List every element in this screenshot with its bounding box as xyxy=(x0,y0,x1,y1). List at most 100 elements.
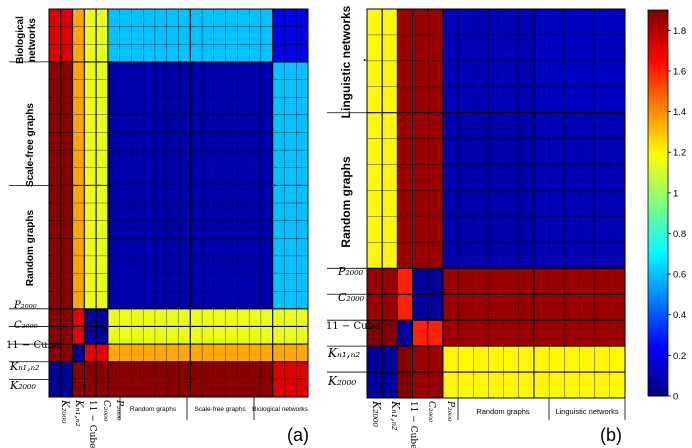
a-row-label-scale-free: Scale-free graphs xyxy=(25,103,36,187)
a-col-label-kn1n2: Kₙ₁,ₙ₂ xyxy=(73,399,84,427)
b-stray-mark: . xyxy=(363,50,366,64)
a-heatmap-cell xyxy=(60,291,74,310)
a-heatmap-cell xyxy=(213,61,227,81)
b-heatmap-cell xyxy=(488,371,505,399)
b-heatmap-cell xyxy=(503,345,520,373)
colorbar-segment xyxy=(648,100,668,104)
a-heatmap-cell xyxy=(225,291,238,310)
colorbar-segment xyxy=(648,344,668,349)
colorbar-segment xyxy=(648,286,668,291)
a-heatmap-cell xyxy=(107,273,121,292)
colorbar-segment xyxy=(648,373,668,378)
a-heatmap-cell xyxy=(201,167,215,186)
a-heatmap-cell xyxy=(107,185,121,204)
b-heatmap-cell xyxy=(503,60,520,88)
a-heatmap-cell xyxy=(119,308,132,327)
a-row-label-biological: Biologicalnetworks xyxy=(15,16,38,64)
colorbar-segment xyxy=(648,354,668,358)
b-heatmap-cell xyxy=(427,60,444,88)
b-heatmap-cell xyxy=(564,345,580,373)
a-heatmap-cell xyxy=(237,308,250,327)
b-heatmap-cell xyxy=(442,320,459,347)
colorbar-segment xyxy=(648,206,668,210)
b-heatmap-cell xyxy=(382,86,398,114)
a-heatmap-cell xyxy=(72,202,85,222)
b-heatmap-cell xyxy=(548,320,565,347)
b-heatmap-cell xyxy=(533,86,550,114)
a-heatmap-cell xyxy=(131,79,144,98)
colorbar-segment xyxy=(648,87,668,91)
b-heatmap-cell xyxy=(579,112,596,140)
b-heatmap-cell xyxy=(382,164,398,192)
a-heatmap-cell xyxy=(48,149,62,169)
a-heatmap-cell xyxy=(190,361,203,380)
b-heatmap-cell xyxy=(488,320,505,347)
a-heatmap-cell xyxy=(213,202,227,222)
a-heatmap-cell xyxy=(166,44,179,63)
a-heatmap-cell xyxy=(201,379,215,398)
a-heatmap-cell xyxy=(284,291,297,310)
b-heatmap-cell xyxy=(533,112,550,140)
b-heatmap-cell xyxy=(548,190,565,217)
colorbar-segment xyxy=(648,186,668,191)
b-heatmap-cell xyxy=(594,34,611,62)
colorbar-segment xyxy=(648,196,668,201)
b-heatmap-cell xyxy=(579,60,596,88)
a-heatmap-cell xyxy=(260,361,274,380)
a-heatmap-cell xyxy=(260,8,274,28)
a-heatmap-cell xyxy=(119,220,132,239)
b-row-label-k2000: K₂₀₀₀ xyxy=(327,374,356,388)
b-heatmap-cell xyxy=(366,138,383,166)
b-heatmap-cell xyxy=(503,190,520,217)
a-heatmap-cell xyxy=(213,44,227,63)
b-heatmap-cell xyxy=(518,138,535,166)
a-heatmap-cell xyxy=(248,291,262,310)
a-heatmap-cell xyxy=(166,149,179,169)
colorbar-segment xyxy=(648,219,668,223)
a-heatmap-cell xyxy=(190,8,203,28)
a-heatmap-cell xyxy=(154,326,168,345)
b-heatmap-cell xyxy=(579,138,596,166)
a-heatmap-cell xyxy=(272,291,285,310)
a-heatmap-cell xyxy=(107,326,121,345)
b-heatmap-cell xyxy=(366,242,383,269)
b-heatmap-cell xyxy=(594,371,611,399)
a-heatmap-cell xyxy=(84,167,97,186)
b-heatmap-cell xyxy=(488,242,505,269)
colorbar-segment xyxy=(648,273,668,278)
b-heatmap-cell xyxy=(473,320,489,347)
a-heatmap-cell xyxy=(131,26,144,45)
a-heatmap-cell xyxy=(154,79,168,98)
a-heatmap-cell xyxy=(143,185,156,204)
a-heatmap-cell xyxy=(237,8,250,28)
b-heatmap-cell xyxy=(427,34,444,62)
b-heatmap-cell xyxy=(397,216,414,243)
colorbar-segment xyxy=(648,231,668,236)
a-row-label-kn1n2: Kₙ₁,ₙ₂ xyxy=(9,360,39,373)
b-heatmap-cell xyxy=(457,8,474,36)
a-heatmap-cell xyxy=(143,79,156,98)
colorbar-tick-label: 1.2 xyxy=(673,148,686,159)
a-heatmap-cell xyxy=(237,238,250,257)
a-heatmap-cell xyxy=(95,61,109,81)
b-heatmap-cell xyxy=(442,164,459,192)
a-heatmap-cell xyxy=(119,97,132,116)
a-heatmap-cell xyxy=(213,79,227,98)
a-heatmap-cell xyxy=(248,379,262,398)
a-heatmap-cell xyxy=(260,273,274,292)
a-heatmap-cell xyxy=(60,308,74,327)
b-heatmap-cell xyxy=(564,216,580,243)
b-heatmap-cell xyxy=(579,242,596,269)
colorbar-segment xyxy=(648,296,668,300)
a-heatmap-cell xyxy=(95,149,109,169)
a-heatmap-cell xyxy=(131,97,144,116)
colorbar-segment xyxy=(648,334,668,339)
colorbar-segment xyxy=(648,103,668,107)
a-heatmap-cell xyxy=(272,379,285,398)
a-heatmap-cell xyxy=(60,167,74,186)
b-heatmap-cell xyxy=(518,268,535,295)
b-heatmap-cell xyxy=(382,112,398,140)
b-heatmap-cell xyxy=(473,86,489,114)
a-heatmap-cell xyxy=(166,97,179,116)
